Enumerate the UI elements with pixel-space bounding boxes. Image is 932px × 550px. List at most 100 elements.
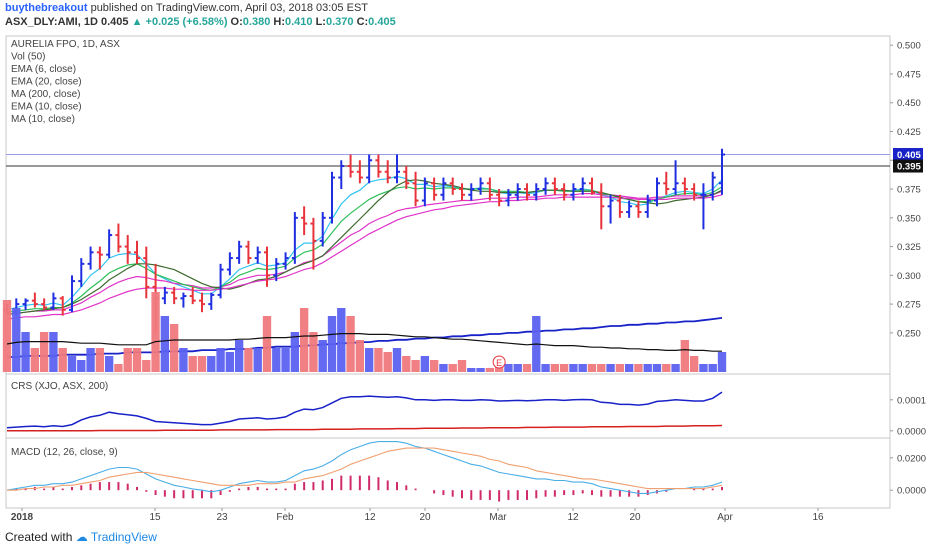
volume-bar <box>717 352 727 372</box>
volume-bar <box>689 356 699 372</box>
low-value: 0.370 <box>325 16 354 28</box>
volume-bar <box>634 364 643 372</box>
volume-bar <box>411 360 420 372</box>
ohlc-bar <box>394 154 400 184</box>
volume-bar <box>58 348 67 372</box>
ohlc-bar <box>254 246 261 264</box>
legend-entry: Vol (50) <box>11 52 45 63</box>
volume-bar <box>485 368 495 372</box>
volume-bar <box>448 364 457 372</box>
ohlc-bar <box>486 177 493 201</box>
volume-bar <box>142 360 151 372</box>
volume-bar <box>355 340 365 372</box>
volume-bar <box>299 308 309 372</box>
volume-bar <box>39 332 49 372</box>
volume-bar <box>504 364 513 372</box>
time-tick-label: Feb <box>276 512 294 523</box>
close-label: C: <box>356 16 369 28</box>
ohlc-bar <box>663 171 670 195</box>
macd-tick-label: 0.0000 <box>897 486 926 497</box>
footer: Created with ☁ TradingView <box>5 530 157 544</box>
ohlc-bar <box>598 183 605 230</box>
price-tick-label: 0.250 <box>897 328 921 339</box>
ohlc-bar <box>143 246 150 299</box>
high-label: H: <box>273 16 285 28</box>
ohlc-bar <box>589 177 595 195</box>
ohlc-bar <box>412 171 419 207</box>
ohlc-bar <box>421 177 428 207</box>
volume-bar <box>179 348 188 372</box>
volume-bar <box>253 348 262 372</box>
ohlc-bar <box>570 183 577 201</box>
tradingview-brand[interactable]: TradingView <box>90 530 157 544</box>
ohlc-bar <box>347 154 354 178</box>
macd-pane-title: MACD (12, 26, close, 9) <box>11 447 118 458</box>
volume-bar <box>364 348 374 372</box>
ohlc-bar <box>561 183 568 201</box>
legend-entry: AURELIA FPO, 1D, ASX <box>11 39 120 50</box>
ohlc-bar <box>115 223 122 253</box>
ohlc-bar <box>375 154 382 178</box>
volume-bar <box>290 332 300 372</box>
last-price: 0.405 <box>100 16 129 28</box>
volume-bar <box>49 332 58 372</box>
ohlc-bar <box>226 252 233 276</box>
ohlc-bar <box>78 258 85 287</box>
ohlc-bar <box>709 171 716 201</box>
volume-bar <box>383 352 392 372</box>
macd-line <box>7 447 723 491</box>
ohlc-bar <box>329 171 335 224</box>
volume-ma-line <box>6 333 722 352</box>
volume-bar <box>262 316 272 372</box>
volume-bar <box>439 364 448 372</box>
volume-bar <box>77 360 86 372</box>
volume-bar <box>680 340 690 372</box>
volume-bar <box>244 348 253 372</box>
ohlc-bar <box>691 183 698 201</box>
ohlc-bar <box>700 183 707 230</box>
ohlc-bar <box>579 177 586 195</box>
ohlc-bar <box>607 194 614 224</box>
ohlc-bar <box>338 160 345 190</box>
last-price-badge <box>893 148 923 162</box>
time-tick-label: 12 <box>567 512 579 523</box>
price-tick-label: 0.500 <box>897 41 921 52</box>
ohlc-bar <box>681 177 688 195</box>
volume-bar <box>281 348 290 372</box>
ohlc-bar <box>459 183 465 201</box>
volume-bar <box>457 360 467 372</box>
volume-bar <box>559 364 569 372</box>
plot-frame <box>5 35 891 509</box>
ohlc-bar <box>217 263 224 299</box>
ohlc-bar <box>366 154 373 184</box>
up-triangle-icon: ▲ <box>131 16 143 28</box>
prev-price-badge <box>893 159 923 173</box>
volume-bar <box>151 292 160 372</box>
volume-bar <box>420 356 430 372</box>
ohlc-bar <box>654 177 660 207</box>
ohlc-bar <box>273 258 280 282</box>
close-value: 0.405 <box>368 16 396 28</box>
crs-tick-label: 0.0001 <box>897 395 926 406</box>
volume-bar <box>587 364 597 372</box>
volume-bar <box>374 348 383 372</box>
volume-bar <box>207 356 216 372</box>
ohlc-bar <box>635 200 642 218</box>
ohlc-bar <box>87 246 94 270</box>
ohlc-bar <box>626 200 633 218</box>
volume-bar <box>699 364 708 372</box>
ohlc-bar <box>524 183 530 201</box>
volume-bar <box>467 368 476 372</box>
macd-tick-label: 0.0200 <box>897 453 926 464</box>
volume-bar <box>123 348 132 372</box>
publisher-user-link[interactable]: buythebreakout <box>5 2 88 14</box>
volume-bar <box>569 364 578 372</box>
volume-bar <box>708 364 717 372</box>
ohlc-bar <box>542 177 549 195</box>
volume-bar <box>541 364 550 372</box>
price-tick-label: 0.325 <box>897 242 921 253</box>
price-tick-label: 0.450 <box>897 98 921 109</box>
ohlc-bar <box>616 194 623 218</box>
